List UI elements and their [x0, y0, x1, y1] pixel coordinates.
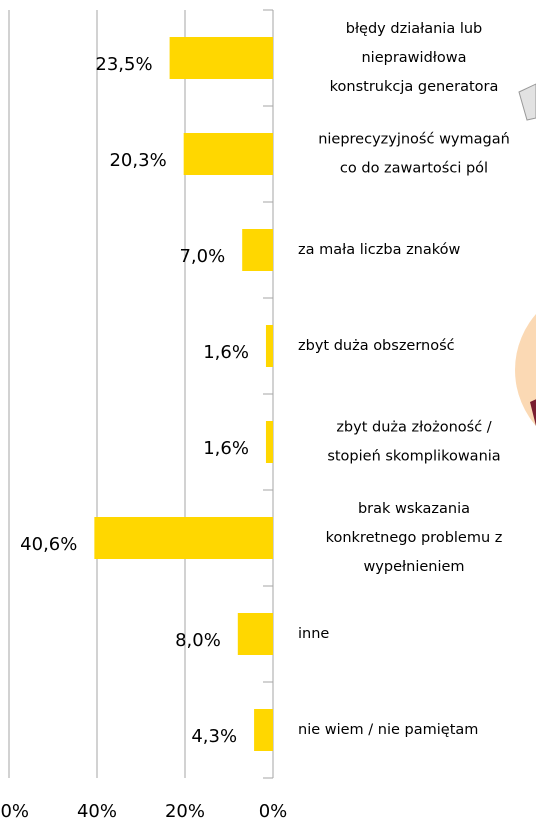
value-label: 4,3%	[191, 726, 237, 747]
category-label: wypełnieniem	[363, 559, 464, 575]
category-label: inne	[298, 626, 329, 642]
x-tick-label: 60%	[0, 801, 29, 822]
bar	[237, 613, 273, 655]
bar	[265, 325, 273, 367]
category-label: błędy działania lub	[346, 21, 483, 37]
value-label: 40,6%	[20, 534, 77, 555]
bar	[94, 517, 273, 559]
value-label: 1,6%	[203, 342, 249, 363]
category-label: zbyt duża obszerność	[298, 338, 455, 354]
value-label: 7,0%	[179, 246, 225, 267]
category-label: konkretnego problemu z	[326, 530, 503, 546]
category-label: nie wiem / nie pamiętam	[298, 722, 478, 738]
category-label: konstrukcja generatora	[330, 79, 499, 95]
bar	[183, 133, 273, 175]
pointer-shape	[518, 83, 536, 121]
value-label: 1,6%	[203, 438, 249, 459]
bar	[169, 37, 273, 79]
pie-slice-fragment	[530, 399, 536, 426]
category-label: co do zawartości pól	[340, 161, 488, 177]
value-label: 8,0%	[175, 630, 221, 651]
category-label: stopień skomplikowania	[327, 449, 500, 465]
category-label: nieprawidłowa	[361, 50, 466, 66]
x-tick-label: 20%	[165, 801, 205, 822]
value-label: 23,5%	[95, 54, 152, 75]
category-label: brak wskazania	[358, 501, 470, 517]
bar	[254, 709, 273, 751]
category-label: zbyt duża złożoność /	[336, 420, 491, 436]
value-label: 20,3%	[109, 150, 166, 171]
category-label: za mała liczba znaków	[298, 242, 461, 258]
bar	[242, 229, 273, 271]
category-label: nieprecyzyjność wymagań	[318, 132, 510, 148]
bar	[265, 421, 273, 463]
x-tick-label: 40%	[77, 801, 117, 822]
x-tick-label: 0%	[259, 801, 288, 822]
pie-fragment	[515, 314, 536, 426]
